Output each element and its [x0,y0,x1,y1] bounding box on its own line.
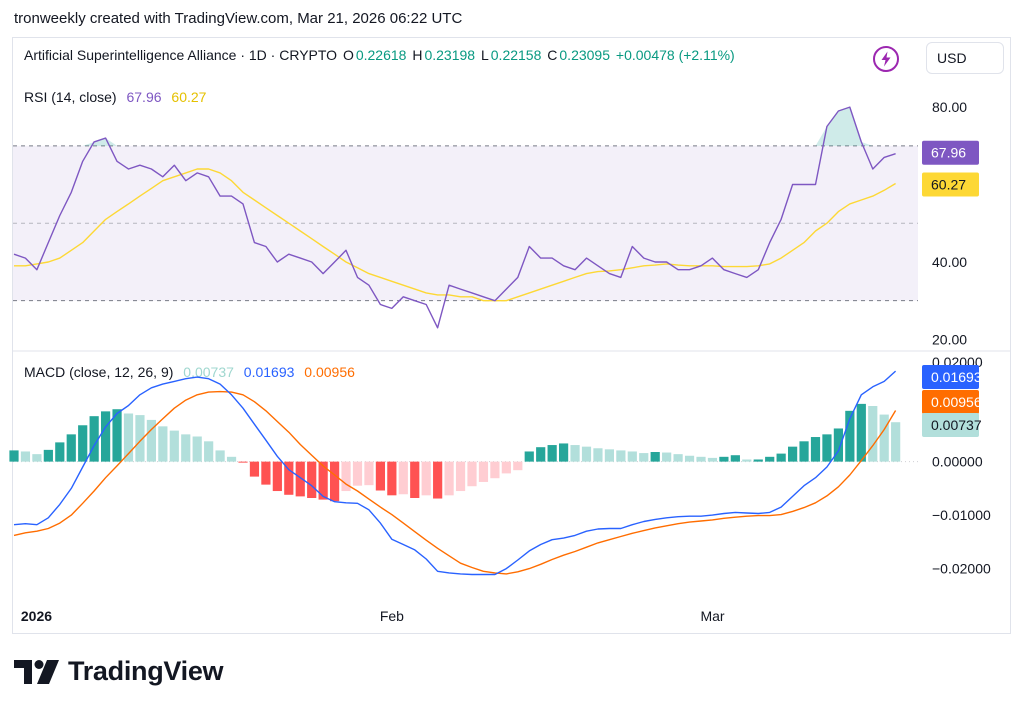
low-label: L [480,47,489,63]
chart-caption: tronweekly created with TradingView.com,… [14,10,463,27]
rsi-ma-legend-value: 60.27 [171,89,207,105]
tradingview-logo-icon [14,659,59,684]
symbol-name: Artificial Superintelligence Alliance · … [24,47,338,63]
rsi-legend-value: 67.96 [126,89,162,105]
macd-line-legend-value: 0.01693 [243,364,295,380]
close-label: C [547,47,558,63]
chart-frame [12,37,1011,634]
macd-legend: MACD (close, 12, 26, 9) 0.00737 0.01693 … [24,364,355,380]
currency-button[interactable]: USD [926,42,1004,74]
high-value: 0.23198 [424,47,476,63]
open-label: O [342,47,354,63]
macd-legend-label: MACD (close, 12, 26, 9) [24,364,174,380]
open-value: 0.22618 [355,47,407,63]
symbol-legend: Artificial Superintelligence Alliance · … [24,47,737,63]
tradingview-logo: TradingView [14,656,224,687]
low-value: 0.22158 [490,47,542,63]
rsi-legend-label: RSI (14, close) [24,89,117,105]
high-label: H [412,47,423,63]
change-value: +0.00478 (+2.11%) [615,47,735,63]
lightning-bolt-icon[interactable] [873,46,899,72]
brand-name: TradingView [68,656,224,686]
rsi-legend: RSI (14, close) 67.96 60.27 [24,89,206,105]
macd-hist-legend-value: 0.00737 [183,364,234,380]
macd-signal-legend-value: 0.00956 [304,364,355,380]
close-value: 0.23095 [559,47,610,63]
